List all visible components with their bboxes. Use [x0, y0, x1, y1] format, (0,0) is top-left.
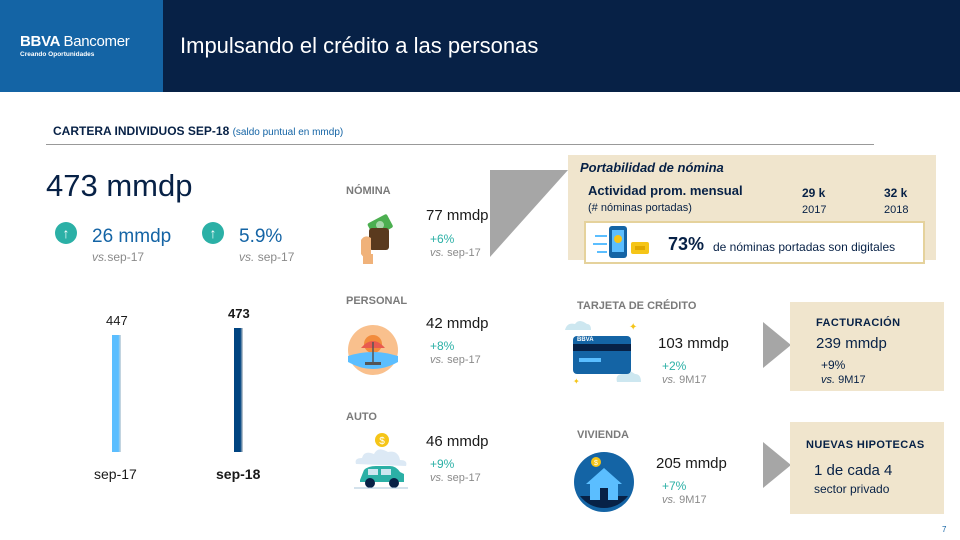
- category-label-vivienda: VIVIENDA: [577, 429, 629, 441]
- year-value: 29 k: [802, 186, 826, 200]
- hipotecas-panel: [790, 422, 944, 514]
- bar-sep-18: [234, 328, 243, 452]
- arrow-up-icon: ↑: [55, 222, 77, 244]
- bar-value-label: 447: [106, 312, 128, 328]
- total-portfolio: 473 mmdp: [46, 168, 193, 203]
- svg-text:$: $: [379, 436, 385, 447]
- page-number: 7: [942, 525, 947, 534]
- portabilidad-title: Portabilidad de nómina: [580, 160, 724, 175]
- kpi-growth-amount: 26 mmdp: [92, 226, 172, 247]
- callout-wedge: [490, 170, 568, 257]
- category-comparison: vs. sep-17: [430, 247, 481, 259]
- vivienda-comparison: vs. 9M17: [662, 494, 707, 506]
- vivienda-amount: 205 mmdp: [656, 455, 727, 472]
- year-value: 32 k: [884, 186, 908, 200]
- bar-sep-17: [112, 334, 121, 452]
- kpi-comparison: vs. sep-17: [239, 250, 295, 264]
- digital-description: de nóminas portadas son digitales: [713, 240, 896, 254]
- arrow-right-icon: [763, 322, 791, 368]
- category-label-personal: PERSONAL: [346, 295, 408, 307]
- facturacion-panel: [790, 302, 944, 391]
- logo-tagline: Creando Oportunidades: [20, 51, 95, 58]
- bar-value-label: 473: [228, 306, 250, 321]
- divider: [46, 144, 874, 145]
- mobile-payment-icon: [593, 226, 649, 258]
- hipotecas-ratio: 1 de cada 4: [814, 462, 893, 479]
- category-comparison: vs. sep-17: [430, 472, 481, 484]
- category-growth: +9%: [430, 457, 455, 471]
- hipotecas-sublabel: sector privado: [814, 482, 890, 496]
- svg-text:BBVA: BBVA: [577, 337, 594, 343]
- hipotecas-title: NUEVAS HIPOTECAS: [806, 439, 925, 451]
- kpi-comparison: vs.sep-17: [92, 250, 145, 264]
- activity-label: Actividad prom. mensual: [588, 183, 743, 198]
- bar-category-label: sep-18: [216, 466, 261, 482]
- svg-text:✦: ✦: [629, 322, 637, 333]
- page-title: Impulsando el crédito a las personas: [180, 33, 539, 58]
- svg-text:$: $: [594, 460, 598, 467]
- kpi-growth-percent: 5.9%: [239, 226, 283, 247]
- section-subtitle: (saldo puntual en mmdp): [232, 127, 344, 138]
- year-label: 2017: [802, 204, 827, 216]
- header-bar: BBVA Bancomer Creando Oportunidades Impu…: [0, 0, 960, 92]
- category-label-tarjeta: TARJETA DE CRÉDITO: [577, 300, 697, 312]
- section-title: CARTERA INDIVIDUOS SEP-18 (saldo puntual…: [53, 124, 344, 138]
- category-amount: 46 mmdp: [426, 433, 489, 450]
- vivienda-growth: +7%: [662, 479, 687, 493]
- tarjeta-comparison: vs. 9M17: [662, 374, 707, 386]
- beach-vacation-icon: [348, 325, 398, 375]
- category-growth: +6%: [430, 232, 455, 246]
- logo: BBVA Bancomer Creando Oportunidades: [0, 0, 163, 92]
- credit-card-icon: BBVA ✦ ✦: [565, 321, 641, 386]
- category-amount: 77 mmdp: [426, 207, 489, 224]
- category-label-auto: AUTO: [346, 411, 377, 423]
- tarjeta-amount: 103 mmdp: [658, 335, 729, 352]
- category-comparison: vs. sep-17: [430, 354, 481, 366]
- digital-percent: 73%: [668, 234, 705, 254]
- logo-wordmark: BBVA Bancomer: [20, 33, 130, 50]
- money-hand-icon: [361, 214, 393, 264]
- facturacion-amount: 239 mmdp: [816, 335, 887, 352]
- car-loan-icon: $: [354, 433, 408, 489]
- year-label: 2018: [884, 204, 909, 216]
- facturacion-growth: +9%: [821, 358, 846, 372]
- category-growth: +8%: [430, 339, 455, 353]
- facturacion-comparison: vs. 9M17: [821, 374, 866, 386]
- category-amount: 42 mmdp: [426, 315, 489, 332]
- arrow-right-icon: [763, 442, 791, 488]
- svg-text:✦: ✦: [573, 377, 580, 386]
- house-icon: $: [574, 452, 634, 512]
- arrow-up-icon: ↑: [202, 222, 224, 244]
- facturacion-title: FACTURACIÓN: [816, 317, 901, 329]
- bar-category-label: sep-17: [94, 466, 137, 482]
- tarjeta-growth: +2%: [662, 359, 687, 373]
- activity-sublabel: (# nóminas portadas): [588, 202, 692, 214]
- category-label-nomina: NÓMINA: [346, 185, 391, 197]
